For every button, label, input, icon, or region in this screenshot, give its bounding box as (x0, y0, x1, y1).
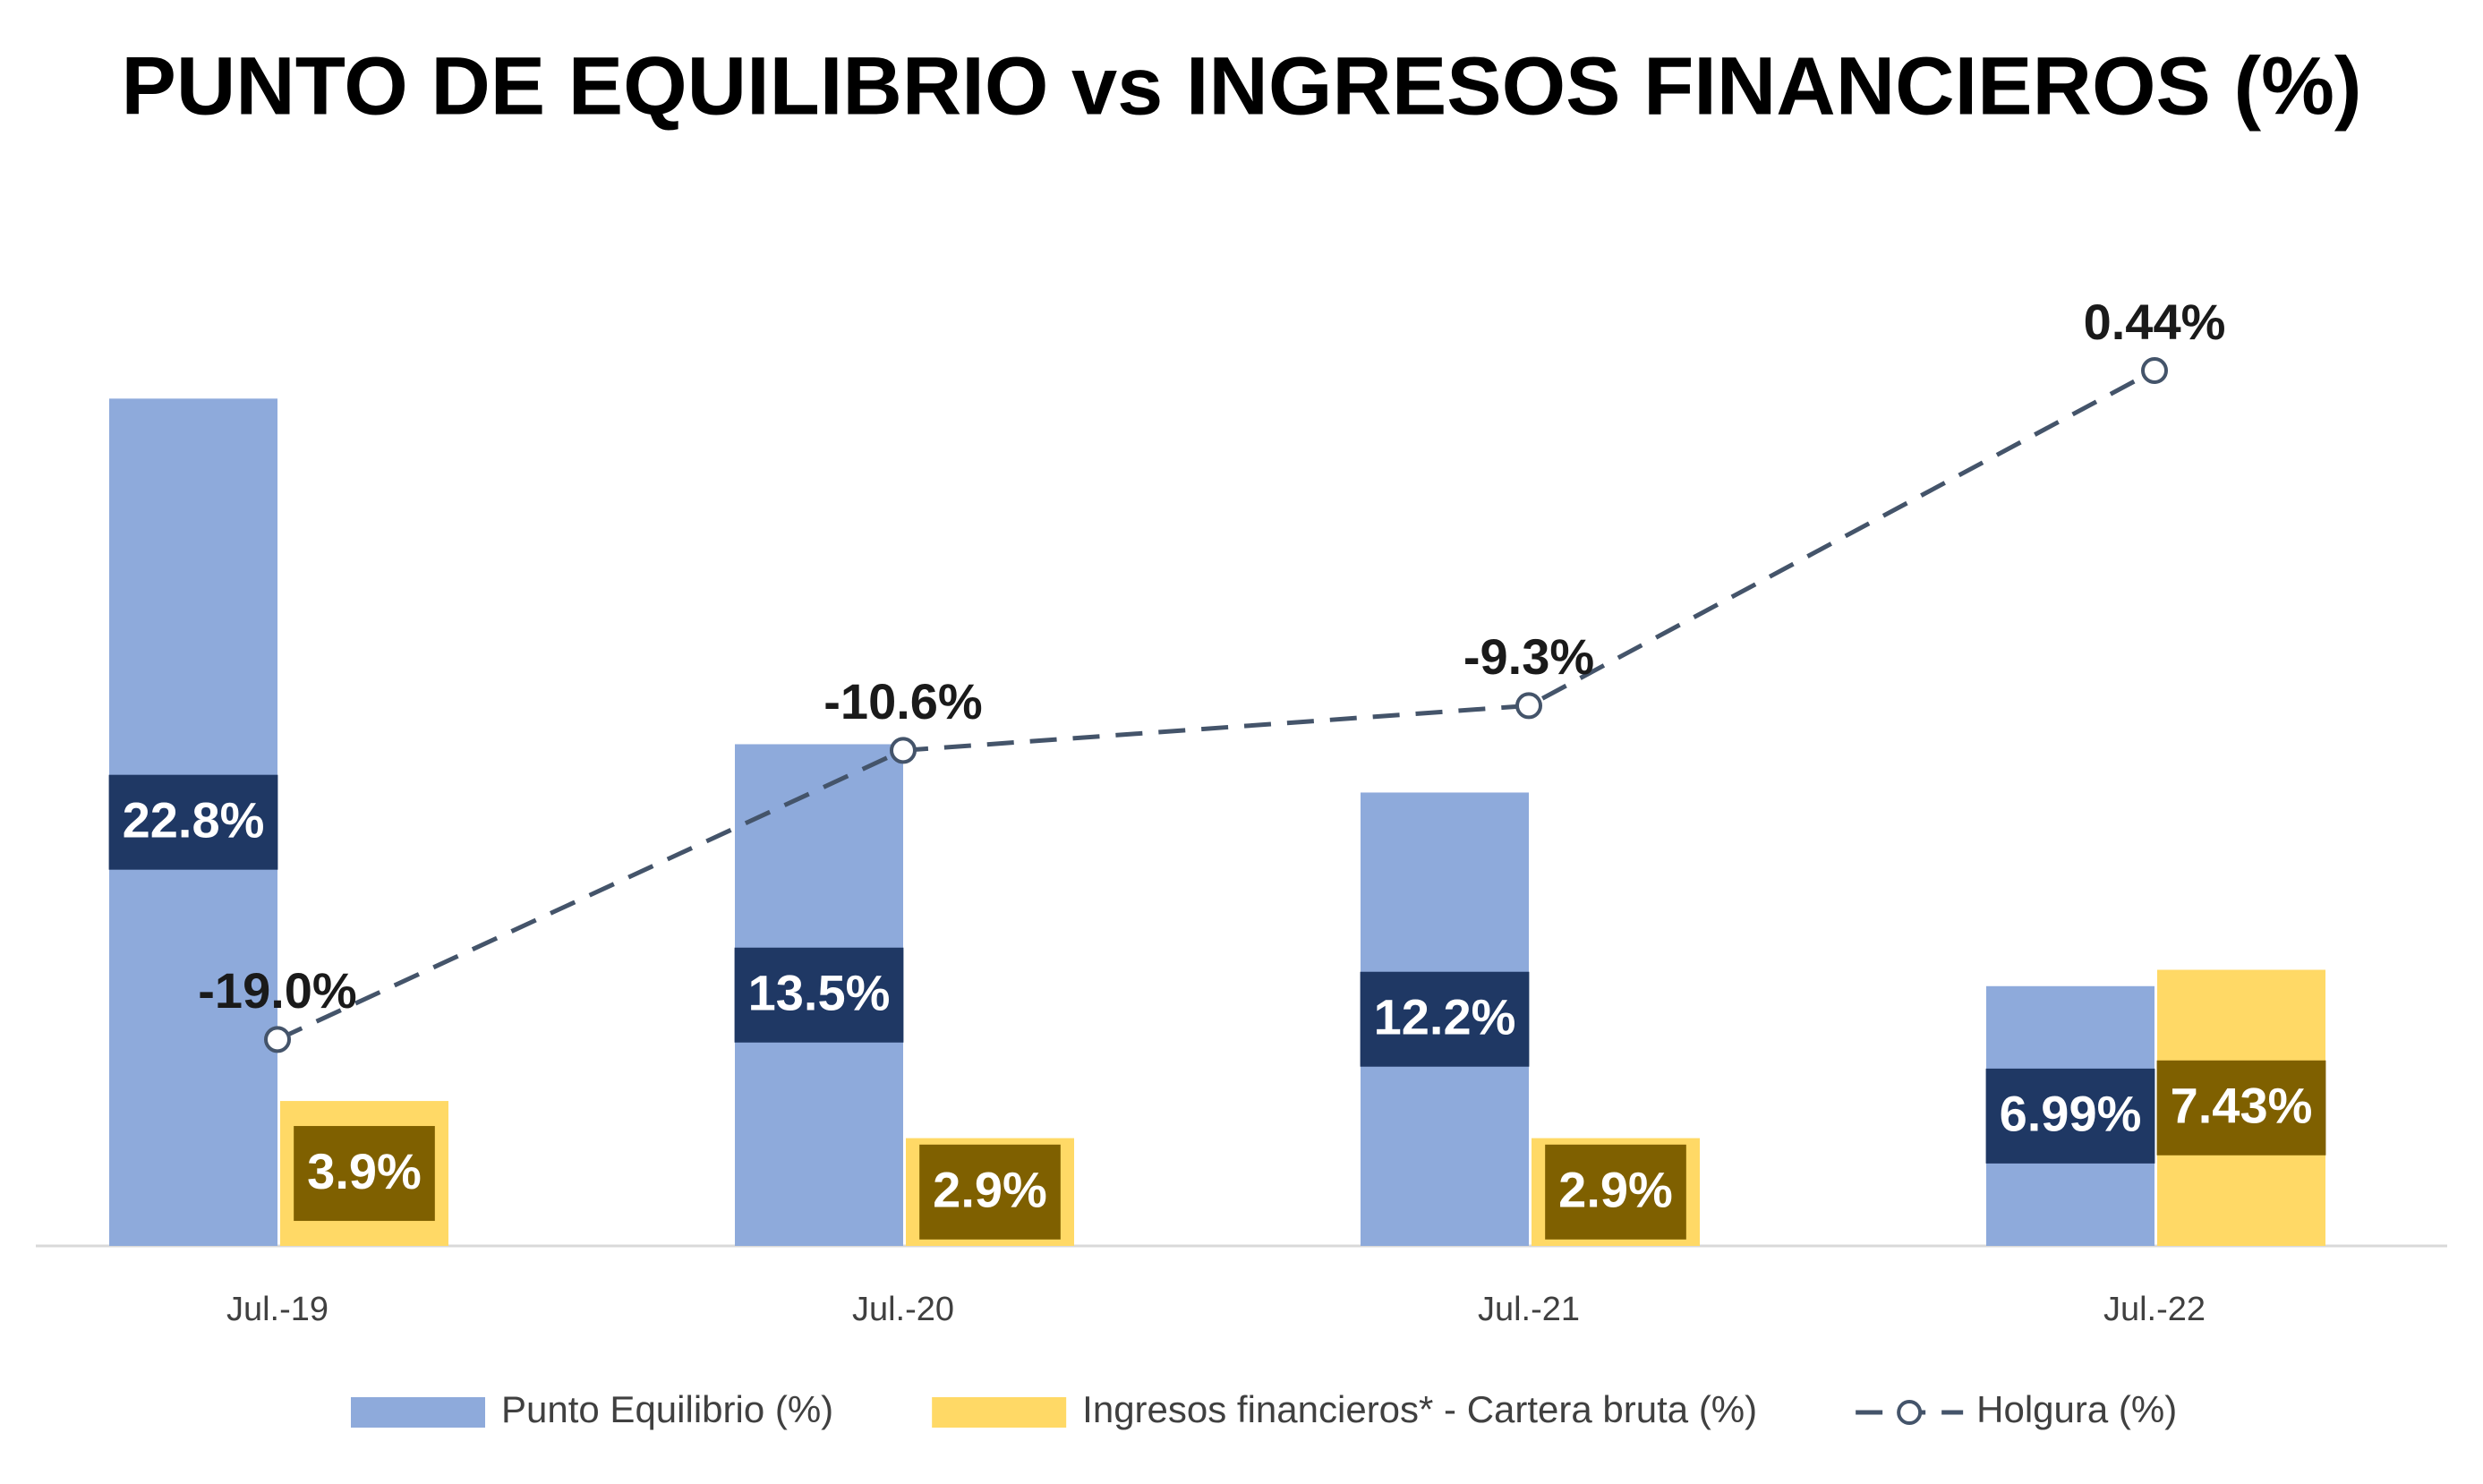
data-label-box (1545, 1144, 1686, 1240)
data-label-box (108, 774, 278, 870)
data-label-box (2156, 1060, 2326, 1156)
data-label: 2.9% (933, 1162, 1047, 1218)
legend-swatch-marker (1897, 1400, 1923, 1425)
x-tick-label: Jul.-19 (226, 1291, 329, 1328)
data-label: 12.2% (1374, 989, 1516, 1045)
x-tick-label: Jul.-20 (852, 1291, 954, 1328)
data-label: 7.43% (2171, 1078, 2313, 1134)
line-marker (890, 737, 917, 764)
data-label-group: 2.9% (919, 1144, 1061, 1240)
legend-swatch (932, 1397, 1067, 1428)
data-label-box (734, 947, 904, 1043)
data-label-group: 3.9% (294, 1126, 435, 1222)
x-tick-label: Jul.-22 (2103, 1291, 2206, 1328)
data-label-group: 2.9% (1545, 1144, 1686, 1240)
data-label-group: 22.8% (108, 774, 278, 870)
legend-label: Holgura (%) (1976, 1388, 2177, 1430)
data-label: 3.9% (307, 1143, 422, 1199)
legend-label: Punto Equilibrio (%) (501, 1388, 833, 1430)
data-label-group: 6.99% (1985, 1068, 2155, 1164)
line-series (276, 368, 2156, 1042)
data-label-box (1360, 971, 1530, 1067)
data-label-group: 13.5% (734, 947, 904, 1043)
data-label: 6.99% (2000, 1086, 2142, 1142)
data-label: -19.0% (198, 962, 356, 1019)
data-label: 0.44% (2084, 294, 2226, 350)
line-marker (2141, 356, 2168, 384)
data-label-box (919, 1144, 1061, 1240)
line-marker (264, 1026, 291, 1053)
data-label-box (294, 1126, 435, 1222)
data-label: 13.5% (748, 965, 891, 1021)
legend-swatch (351, 1397, 485, 1428)
data-label: -10.6% (823, 673, 982, 729)
data-label: -9.3% (1463, 628, 1594, 685)
data-label: 2.9% (1558, 1162, 1673, 1218)
x-tick-label: Jul.-21 (1478, 1291, 1580, 1328)
data-label-group: 12.2% (1360, 971, 1530, 1067)
chart-title: PUNTO DE EQUILIBRIO vs INGRESOS FINANCIE… (121, 40, 2361, 132)
data-label-group: 7.43% (2156, 1060, 2326, 1156)
data-label: 22.8% (123, 791, 265, 848)
legend-label: Ingresos financieros* - Cartera bruta (%… (1082, 1388, 1757, 1430)
line-marker (1515, 692, 1542, 720)
data-label-box (1985, 1068, 2155, 1164)
